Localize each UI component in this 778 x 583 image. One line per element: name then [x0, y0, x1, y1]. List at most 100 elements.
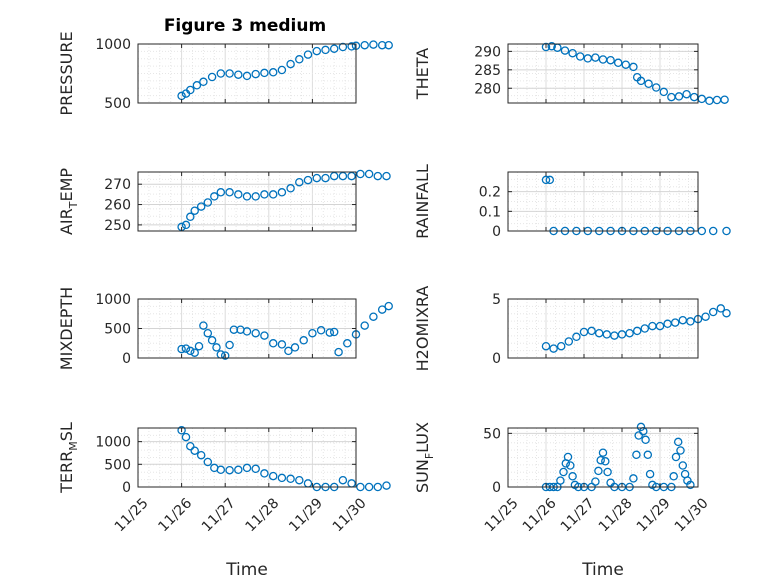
- chart-3-axes-box: [137, 171, 357, 232]
- chart-8-x-tick-label: 11/25: [482, 495, 522, 535]
- chart-8-data-point: [669, 472, 678, 481]
- chart-3-y-tick-label: 270: [104, 177, 131, 193]
- chart-2-data-point: [651, 83, 661, 92]
- chart-3-data-point: [196, 202, 206, 211]
- chart-7-axes-box: [137, 427, 357, 488]
- chart-2-data-point: [591, 53, 600, 62]
- chart-3-data-point: [216, 188, 226, 197]
- chart-1-axes: 500 1000 PRESSURE Figure 3 medium: [57, 16, 393, 116]
- chart-1-data-point: [186, 85, 195, 95]
- chart-7-data-point: [181, 432, 191, 442]
- chart-5-data-point: [207, 336, 217, 345]
- chart-2-data-point: [568, 48, 577, 58]
- chart-7-data-point: [260, 469, 269, 478]
- chart-8-data-point: [566, 461, 575, 470]
- chart-2-data-point: [575, 52, 585, 61]
- chart-8-data-point: [636, 422, 646, 432]
- chart-4-data-point: [708, 226, 718, 236]
- chart-6-data-point: [564, 337, 574, 346]
- chart-1-data-point: [192, 81, 202, 90]
- chart-5-y-label: MIXDEPTH: [57, 287, 76, 370]
- chart-7-data-point: [190, 446, 199, 455]
- chart-7-x-tick-label: 11/30: [330, 495, 370, 535]
- chart-6-data-point: [655, 321, 665, 331]
- chart-8-y-label: SUNFLUX: [413, 422, 436, 493]
- chart-8-data-point: [598, 448, 608, 457]
- chart-7-y-tick-label: 500: [104, 457, 131, 473]
- chart-7-data-point: [234, 465, 243, 475]
- chart-4-data-point: [722, 226, 731, 236]
- chart-5-axes: 0 500 1000 MIXDEPTH: [57, 287, 393, 370]
- chart-3-data-point: [242, 192, 252, 201]
- chart-2-data-point: [547, 41, 556, 51]
- chart-7-data-point: [242, 463, 252, 473]
- chart-5-data-point: [343, 339, 352, 348]
- chart-7-data-point: [186, 441, 195, 451]
- chart-2-data-point: [541, 42, 551, 52]
- chart-3-data-point: [234, 190, 243, 199]
- chart-6-plot-area: [508, 299, 698, 358]
- chart-3-data-point: [312, 173, 322, 183]
- chart-2-data-point: [629, 62, 638, 72]
- chart-8-data-point: [594, 466, 603, 476]
- chart-7-x-tick-label: 11/27: [199, 495, 239, 535]
- chart-7-x-tick-label: 11/26: [155, 495, 195, 535]
- chart-4-axes-box: [507, 171, 699, 232]
- chart-6-data-point: [701, 312, 710, 321]
- chart-8-data-point: [678, 461, 688, 470]
- chart-3-data-point: [251, 192, 260, 201]
- chart-1-data-point: [312, 46, 322, 56]
- chart-5-data-point: [360, 321, 369, 330]
- chart-3-data-point: [356, 169, 365, 179]
- chart-8-x-tick-label: 11/26: [520, 495, 560, 535]
- chart-7-data-point: [373, 482, 383, 492]
- chart-7-axes: 0 500 1000 11/25 11/26 11/27 11/28 11/29 11/30 TE…: [57, 422, 391, 580]
- chart-3-axes: 250 260 270 AIRTEMP: [57, 168, 391, 235]
- chart-6-data-point: [722, 308, 731, 318]
- chart-5-data-point: [190, 348, 199, 357]
- chart-3-data-point: [210, 192, 219, 201]
- chart-2-y-tick-label: 280: [474, 81, 501, 97]
- chart-1-data-point: [260, 68, 269, 78]
- chart-8-x-tick-label: 11/27: [558, 495, 598, 535]
- chart-5-data-point: [181, 344, 191, 353]
- chart-8-x-tick-label: 11/29: [634, 495, 674, 535]
- chart-8-x-tick-label: 11/28: [596, 495, 636, 535]
- chart-4-axes: 0 0.1 0.2 RAINFALL: [413, 164, 731, 240]
- chart-8-data-point: [601, 457, 610, 466]
- chart-7-x-label: Time: [225, 560, 268, 580]
- chart-2-data-point: [659, 87, 669, 97]
- chart-3-data-point: [260, 190, 269, 199]
- chart-8-data-point: [673, 437, 683, 447]
- chart-2-data-point: [705, 96, 714, 106]
- chart-8-data-point: [671, 452, 681, 462]
- chart-5-data-point: [199, 321, 208, 330]
- chart-6-y-tick-label: 0: [492, 351, 501, 367]
- chart-1-data-point: [295, 55, 304, 64]
- chart-5-data-point: [277, 340, 287, 349]
- chart-3-data-point: [186, 212, 195, 222]
- chart-3-y-tick-label: 260: [104, 198, 131, 214]
- chart-2-data-point: [621, 60, 631, 69]
- chart-1-data-point: [268, 68, 278, 77]
- chart-8-data-point: [634, 431, 643, 440]
- chart-1-y-tick-label: 500: [104, 96, 131, 112]
- chart-4-data-point: [541, 175, 551, 185]
- chart-6-axes: 0 5 H2OMIXRA: [413, 286, 731, 371]
- chart-4-y-label: RAINFALL: [413, 164, 432, 239]
- chart-4-plot-area: [508, 172, 698, 231]
- chart-8-data-point: [645, 469, 655, 479]
- chart-7-data-point: [268, 471, 278, 481]
- chart-3-data-point: [268, 190, 278, 199]
- chart-5-data-point: [334, 347, 343, 357]
- chart-6-data-point: [716, 304, 726, 313]
- chart-8-x-label: Time: [581, 560, 624, 580]
- chart-1-y-tick-label: 1000: [95, 37, 131, 53]
- chart-6-data-point: [686, 317, 695, 326]
- chart-5-data-point: [329, 327, 339, 337]
- chart-1-data-point: [242, 71, 252, 81]
- chart-7-data-point: [295, 475, 304, 485]
- chart-2-y-label: THETA: [413, 48, 432, 100]
- chart-4-y-tick-label: 0.2: [479, 185, 501, 201]
